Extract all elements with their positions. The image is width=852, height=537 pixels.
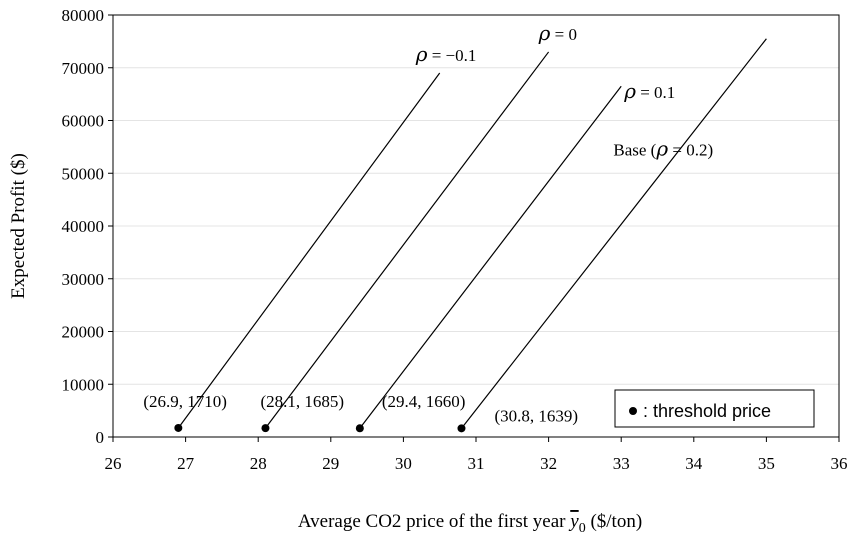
x-tick-label: 26: [105, 454, 122, 473]
series-label-value: = 0: [550, 25, 577, 44]
series-label: ρ = 0.1: [623, 79, 675, 103]
rho-symbol: ρ: [415, 42, 428, 66]
series-label-value: = −0.1: [427, 46, 476, 65]
x-tick-label: 34: [685, 454, 703, 473]
y-tick-label: 10000: [62, 375, 105, 394]
x-tick-label: 32: [540, 454, 557, 473]
threshold-points: (26.9, 1710) (28.1, 1685) (29.4, 1660) (30.…: [143, 392, 578, 433]
x-tick-label: 31: [468, 454, 485, 473]
series-lines: [177, 38, 767, 429]
legend-box: [614, 389, 815, 428]
threshold-point: [355, 424, 364, 433]
threshold-point-label: (26.9, 1710): [143, 392, 227, 411]
series-line: [461, 38, 767, 429]
x-tick-label: 35: [758, 454, 775, 473]
series-label: ρ = −0.1: [415, 42, 477, 66]
series-label: ρ = 0: [538, 21, 577, 45]
y-axis-ticks: 0 10000 20000 30000 40000 50000 60000 70000 8000…: [62, 6, 113, 447]
y-axis-title: Expected Profit ($): [8, 153, 29, 299]
y-tick-label: 50000: [62, 164, 105, 183]
series-label-suffix: ): [707, 141, 713, 160]
series-label: Base (ρ = 0.2): [613, 137, 713, 161]
threshold-point: [261, 424, 270, 433]
legend-marker: [629, 407, 637, 415]
x-tick-label: 36: [831, 454, 848, 473]
x-axis-title-subscript: 0: [579, 521, 586, 536]
legend-label: : threshold price: [643, 401, 771, 421]
x-axis-ticks: 26 27 28 29 30 31 32 33 34 35 36: [105, 437, 848, 473]
series-line: [359, 85, 622, 429]
y-tick-label: 60000: [62, 112, 105, 131]
threshold-point: [457, 424, 466, 433]
series-line: [177, 72, 441, 429]
rho-symbol: ρ: [538, 21, 551, 45]
rho-symbol: ρ: [623, 79, 636, 103]
threshold-point: [174, 423, 183, 432]
legend: : threshold price: [614, 389, 815, 428]
threshold-point-label: (29.4, 1660): [382, 392, 466, 411]
y-tick-label: 0: [96, 428, 105, 447]
x-tick-label: 30: [395, 454, 412, 473]
y-tick-label: 20000: [62, 323, 105, 342]
threshold-point-label: (30.8, 1639): [494, 406, 578, 425]
x-axis-title-suffix: ($/ton): [586, 511, 642, 532]
series-line: [264, 51, 550, 429]
series-label-prefix: Base (: [613, 141, 656, 160]
x-axis-title-symbol: y: [568, 511, 579, 532]
y-tick-label: 30000: [62, 270, 105, 289]
series-label-value: = 0.1: [636, 83, 675, 102]
y-tick-label: 40000: [62, 217, 105, 236]
series-label-value: = 0.2: [668, 141, 707, 160]
x-tick-label: 33: [613, 454, 630, 473]
x-tick-label: 28: [250, 454, 267, 473]
x-axis-title-prefix: Average CO2 price of the first year: [298, 511, 570, 532]
x-tick-label: 29: [322, 454, 339, 473]
x-axis-title: Average CO2 price of the first year y0 (…: [298, 511, 642, 536]
x-tick-label: 27: [177, 454, 195, 473]
rho-symbol: ρ: [655, 137, 668, 161]
gridlines: [113, 67, 839, 385]
y-tick-label: 80000: [62, 6, 105, 25]
y-tick-label: 70000: [62, 59, 105, 78]
threshold-point-label: (28.1, 1685): [260, 392, 344, 411]
